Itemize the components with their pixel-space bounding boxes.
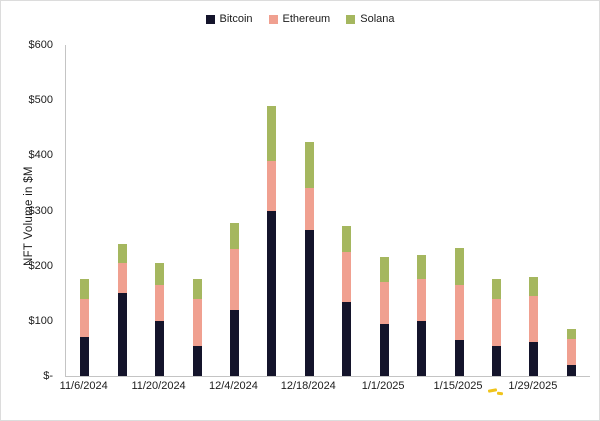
bar-segment-ethereum bbox=[229, 249, 239, 310]
bar-segment-solana bbox=[229, 222, 239, 250]
x-tick-label: 1/29/2025 bbox=[508, 380, 558, 392]
bar-segment-bitcoin bbox=[566, 364, 576, 376]
bar-segment-bitcoin bbox=[117, 293, 127, 376]
y-tick-label: $- bbox=[43, 370, 53, 382]
bar-segment-bitcoin bbox=[491, 345, 501, 376]
x-tick-label: 12/4/2024 bbox=[208, 380, 258, 392]
stacked-bar bbox=[529, 276, 539, 376]
stacked-bar bbox=[80, 279, 90, 376]
bar-segment-bitcoin bbox=[229, 309, 239, 376]
chart-legend: Bitcoin Ethereum Solana bbox=[1, 13, 599, 25]
stacked-bar bbox=[342, 225, 352, 376]
y-tick-label: $300 bbox=[28, 204, 53, 217]
bar-segment-solana bbox=[80, 279, 90, 299]
bar-segment-solana bbox=[342, 225, 352, 252]
bar-segment-bitcoin bbox=[192, 345, 202, 376]
bar-segment-ethereum bbox=[342, 251, 352, 302]
bar-segment-bitcoin bbox=[342, 301, 352, 376]
bitcoin-swatch-icon bbox=[205, 14, 215, 24]
bar-segment-solana bbox=[529, 276, 539, 297]
yellow-mark-artifact bbox=[496, 391, 504, 396]
bar-segment-solana bbox=[566, 329, 576, 339]
bar-segment-bitcoin bbox=[529, 341, 539, 376]
y-tick-label: $600 bbox=[28, 39, 53, 51]
stacked-bar bbox=[229, 222, 239, 376]
bar-segment-solana bbox=[491, 279, 501, 299]
stacked-bar bbox=[417, 254, 427, 376]
y-tick-label: $100 bbox=[28, 314, 53, 327]
y-axis-tick-labels: $600 $500 $400 $300 $200 $100 $- bbox=[1, 39, 59, 382]
bar-segment-bitcoin bbox=[304, 229, 314, 376]
stacked-bar bbox=[267, 105, 277, 376]
bar-segment-solana bbox=[304, 141, 314, 189]
stacked-bar bbox=[155, 262, 165, 376]
y-tick-label: $500 bbox=[28, 94, 53, 107]
bar-segment-ethereum bbox=[491, 298, 501, 346]
bar-segment-solana bbox=[117, 243, 127, 263]
legend-item-ethereum: Ethereum bbox=[268, 13, 331, 25]
bar-segment-ethereum bbox=[529, 296, 539, 342]
bar-segment-ethereum bbox=[267, 160, 277, 211]
stacked-bar bbox=[304, 141, 314, 376]
legend-label: Solana bbox=[360, 13, 395, 25]
bar-segment-ethereum bbox=[417, 279, 427, 321]
bar-segment-bitcoin bbox=[267, 210, 277, 376]
bar-segment-solana bbox=[454, 248, 464, 285]
legend-label: Ethereum bbox=[282, 13, 331, 25]
plot-area bbox=[65, 45, 590, 377]
legend-label: Bitcoin bbox=[219, 13, 253, 25]
legend-item-bitcoin: Bitcoin bbox=[205, 13, 253, 25]
stacked-bar bbox=[491, 279, 501, 376]
stacked-bar bbox=[566, 329, 576, 376]
bar-segment-solana bbox=[192, 279, 202, 299]
stacked-bar bbox=[379, 257, 389, 376]
bar-segment-solana bbox=[417, 254, 427, 280]
bar-segment-ethereum bbox=[454, 285, 464, 341]
bar-segment-bitcoin bbox=[155, 320, 165, 376]
stacked-bar bbox=[192, 279, 202, 376]
bar-segment-ethereum bbox=[304, 188, 314, 230]
x-tick-label: 12/18/2024 bbox=[280, 380, 336, 392]
bar-segment-solana bbox=[155, 262, 165, 285]
bar-segment-bitcoin bbox=[417, 320, 427, 376]
y-tick-label: $200 bbox=[28, 259, 53, 272]
bar-segment-ethereum bbox=[379, 282, 389, 324]
solana-swatch-icon bbox=[346, 14, 356, 24]
stacked-bar bbox=[117, 243, 127, 376]
x-tick-label: 1/15/2025 bbox=[433, 380, 483, 392]
legend-item-solana: Solana bbox=[346, 13, 395, 25]
x-axis-tick-labels: 11/6/2024 11/20/2024 12/4/2024 12/18/2024 1/… bbox=[60, 380, 589, 396]
bar-segment-solana bbox=[379, 257, 389, 283]
bar-segment-ethereum bbox=[566, 338, 576, 365]
bar-segment-ethereum bbox=[80, 298, 90, 338]
x-tick-label: 11/20/2024 bbox=[131, 380, 186, 392]
x-tick-label: 11/6/2024 bbox=[59, 380, 108, 392]
bar-segment-bitcoin bbox=[379, 323, 389, 376]
x-tick-label: 1/1/2025 bbox=[361, 380, 405, 392]
y-tick-label: $400 bbox=[28, 149, 53, 162]
bar-segment-solana bbox=[267, 105, 277, 161]
ethereum-swatch-icon bbox=[268, 14, 278, 24]
bar-segment-ethereum bbox=[192, 298, 202, 346]
bar-segment-ethereum bbox=[117, 262, 127, 294]
bar-segment-bitcoin bbox=[80, 337, 90, 376]
bar-segment-ethereum bbox=[155, 285, 165, 321]
bar-segment-bitcoin bbox=[454, 340, 464, 376]
stacked-bar bbox=[454, 248, 464, 376]
